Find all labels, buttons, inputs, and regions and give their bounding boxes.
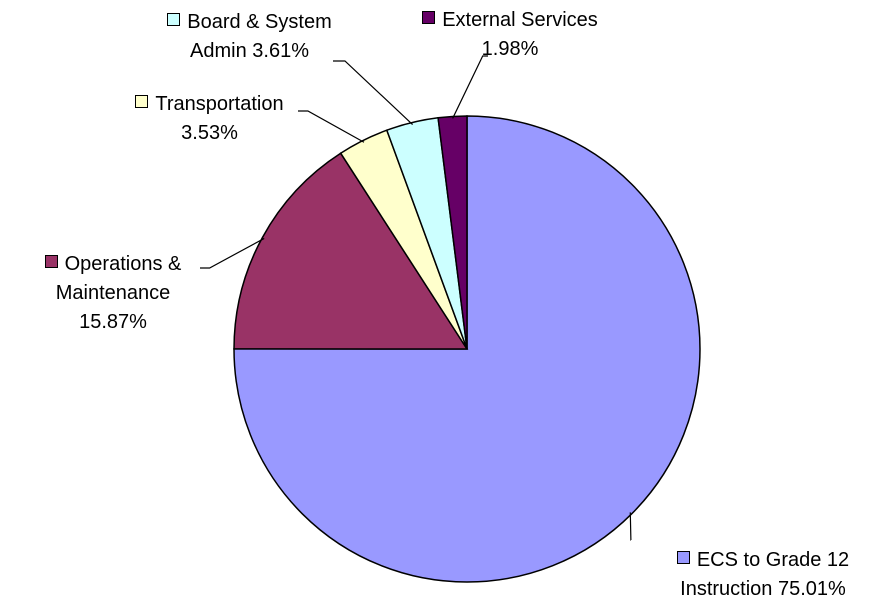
- data-label: Board & System Admin 3.61%: [162, 8, 337, 66]
- legend-swatch: [676, 551, 690, 564]
- data-label: External Services 1.98%: [410, 6, 610, 64]
- legend-swatch: [135, 95, 149, 108]
- value-label: 1.98%: [481, 38, 539, 60]
- leader-line: [452, 55, 488, 119]
- leader-line: [200, 237, 265, 269]
- value-label: 3.53%: [181, 122, 238, 144]
- data-label: ECS to Grade 12 Instruction 75.01%: [663, 546, 863, 604]
- pie-slice: [233, 152, 469, 350]
- legend-swatch: [44, 255, 58, 268]
- category-label: ECS to Grade 12 Instruction: [680, 549, 850, 600]
- category-label: External Services: [442, 9, 598, 31]
- category-label: Board & System Admin: [187, 11, 332, 62]
- category-label: Operations & Maintenance: [55, 253, 182, 304]
- leader-line: [333, 60, 413, 125]
- leader-line: [298, 110, 365, 143]
- data-label: Transportation 3.53%: [127, 90, 292, 148]
- data-label: Operations & Maintenance 15.87%: [38, 250, 188, 337]
- category-label: Transportation: [155, 93, 284, 115]
- legend-swatch: [422, 11, 436, 24]
- leader-line: [629, 512, 632, 541]
- value-label: 3.61%: [252, 40, 309, 62]
- pie-slice: [437, 115, 468, 350]
- legend-swatch: [167, 13, 181, 26]
- value-label: 15.87%: [79, 311, 147, 333]
- value-label: 75.01%: [777, 578, 846, 600]
